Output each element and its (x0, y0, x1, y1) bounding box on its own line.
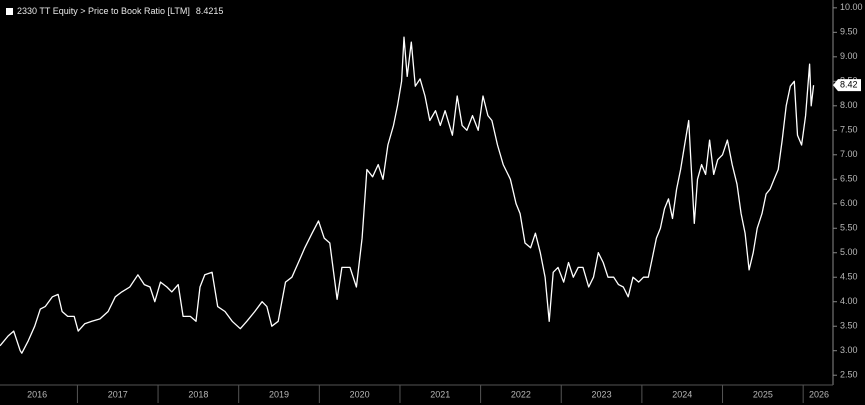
last-value: 8.4215 (196, 6, 224, 16)
y-tick-label: 3.50 (840, 321, 858, 331)
y-tick-label: 7.50 (840, 125, 858, 135)
x-tick-label: 2019 (269, 389, 289, 399)
x-tick-label: 2018 (188, 389, 208, 399)
title-text: 2330 TT Equity > Price to Book Ratio [LT… (17, 6, 190, 16)
x-tick-label: 2022 (511, 389, 531, 399)
x-tick-label: 2021 (430, 389, 450, 399)
y-tick-label: 2.50 (840, 370, 858, 380)
y-tick-label: 4.00 (840, 296, 858, 306)
y-tick-label: 10.00 (840, 2, 863, 12)
y-tick-label: 5.50 (840, 223, 858, 233)
y-tick-label: 9.50 (840, 27, 858, 37)
y-tick-label: 6.00 (840, 198, 858, 208)
y-tick-label: 4.50 (840, 272, 858, 282)
y-tick-label: 5.00 (840, 247, 858, 257)
y-tick-label: 8.00 (840, 100, 858, 110)
y-tick-label: 9.00 (840, 51, 858, 61)
legend-swatch (6, 8, 13, 15)
x-tick-label: 2023 (592, 389, 612, 399)
x-tick-label: 2025 (753, 389, 773, 399)
x-tick-label: 2017 (108, 389, 128, 399)
x-tick-label: 2026 (809, 389, 829, 399)
y-tick-label: 3.00 (840, 345, 858, 355)
x-tick-label: 2016 (27, 389, 47, 399)
chart-title: 2330 TT Equity > Price to Book Ratio [LT… (17, 6, 223, 16)
line (0, 36, 815, 354)
y-tick-label: 7.00 (840, 149, 858, 159)
x-tick-label: 2020 (350, 389, 370, 399)
last-price-tag (833, 79, 861, 92)
x-tick-label: 2024 (672, 389, 692, 399)
last-price-label: 8.42 (840, 80, 858, 90)
y-tick-label: 6.50 (840, 174, 858, 184)
